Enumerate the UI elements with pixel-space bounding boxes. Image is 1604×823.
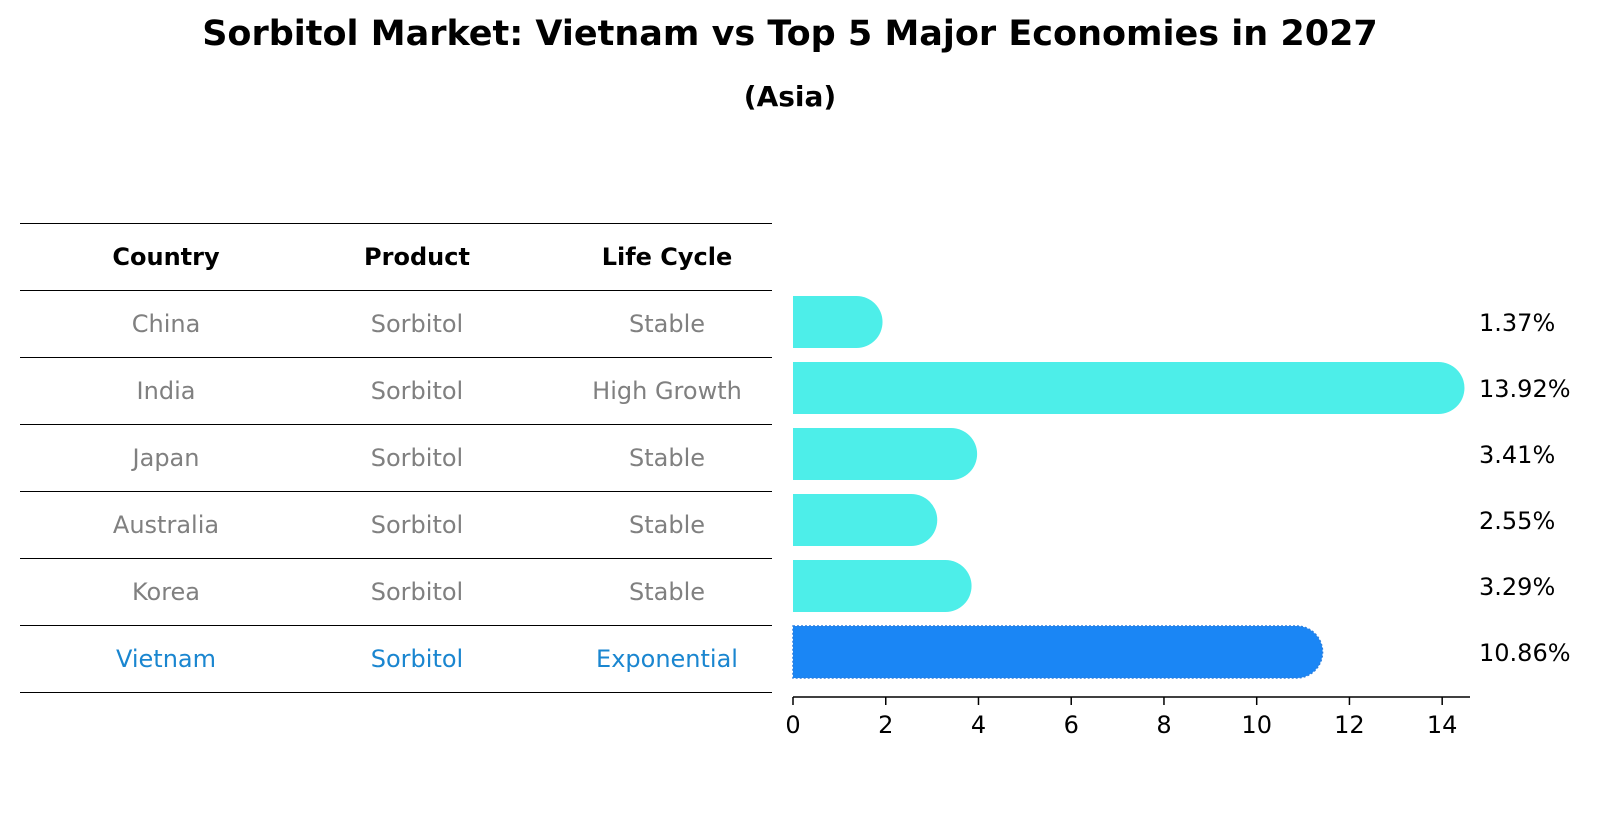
x-tick-label: 0 <box>785 711 800 739</box>
x-tick-label: 6 <box>1064 711 1079 739</box>
bar-japan <box>793 428 978 480</box>
table-row: Korea Sorbitol Stable <box>20 559 772 626</box>
value-label: 13.92% <box>1479 375 1571 403</box>
x-tick-label: 10 <box>1241 711 1272 739</box>
cell-product: Sorbitol <box>370 444 464 472</box>
cell-country: Korea <box>131 578 201 606</box>
cell-country: India <box>136 377 196 405</box>
table-row-highlight: Vietnam Sorbitol Exponential <box>20 626 772 693</box>
x-tick-label: 2 <box>878 711 893 739</box>
cell-country: Japan <box>132 444 200 472</box>
bar-india <box>793 362 1465 414</box>
cell-country: Australia <box>112 511 220 539</box>
header-life-cycle: Life Cycle <box>601 243 733 271</box>
header-product: Product <box>364 243 470 271</box>
cell-product: Sorbitol <box>370 645 464 673</box>
data-table: Country Product Life Cycle China Sorbito… <box>20 223 772 693</box>
chart-subtitle: (Asia) <box>743 80 837 113</box>
table-row: Australia Sorbitol Stable <box>20 492 772 559</box>
value-label: 3.29% <box>1479 573 1555 601</box>
cell-life-cycle: Stable <box>628 444 706 472</box>
cell-product: Sorbitol <box>370 578 464 606</box>
x-tick-label: 8 <box>1156 711 1171 739</box>
x-tick-label: 12 <box>1334 711 1365 739</box>
header-country: Country <box>112 243 220 271</box>
cell-life-cycle: Stable <box>628 578 706 606</box>
bar-korea <box>793 560 972 612</box>
table-row: Japan Sorbitol Stable <box>20 425 772 492</box>
cell-life-cycle: Stable <box>628 310 706 338</box>
chart-title: Sorbitol Market: Vietnam vs Top 5 Major … <box>202 14 1378 54</box>
value-label: 3.41% <box>1479 441 1555 469</box>
cell-country: Vietnam <box>115 645 217 673</box>
cell-product: Sorbitol <box>370 511 464 539</box>
table-header-row: Country Product Life Cycle <box>20 223 772 291</box>
bar-australia <box>793 494 938 546</box>
x-tick-label: 4 <box>971 711 986 739</box>
value-label: 2.55% <box>1479 507 1555 535</box>
cell-life-cycle: High Growth <box>592 377 742 405</box>
value-label: 1.37% <box>1479 309 1555 337</box>
bar-china <box>793 296 883 348</box>
cell-life-cycle: Stable <box>628 511 706 539</box>
cell-life-cycle: Exponential <box>596 645 738 673</box>
cell-product: Sorbitol <box>370 377 464 405</box>
x-tick-label: 14 <box>1427 711 1458 739</box>
bar-vietnam <box>792 625 1324 679</box>
cell-country: China <box>131 310 201 338</box>
table-row: India Sorbitol High Growth <box>20 358 772 425</box>
cell-product: Sorbitol <box>370 310 464 338</box>
value-label: 10.86% <box>1479 639 1571 667</box>
table-row: China Sorbitol Stable <box>20 291 772 358</box>
